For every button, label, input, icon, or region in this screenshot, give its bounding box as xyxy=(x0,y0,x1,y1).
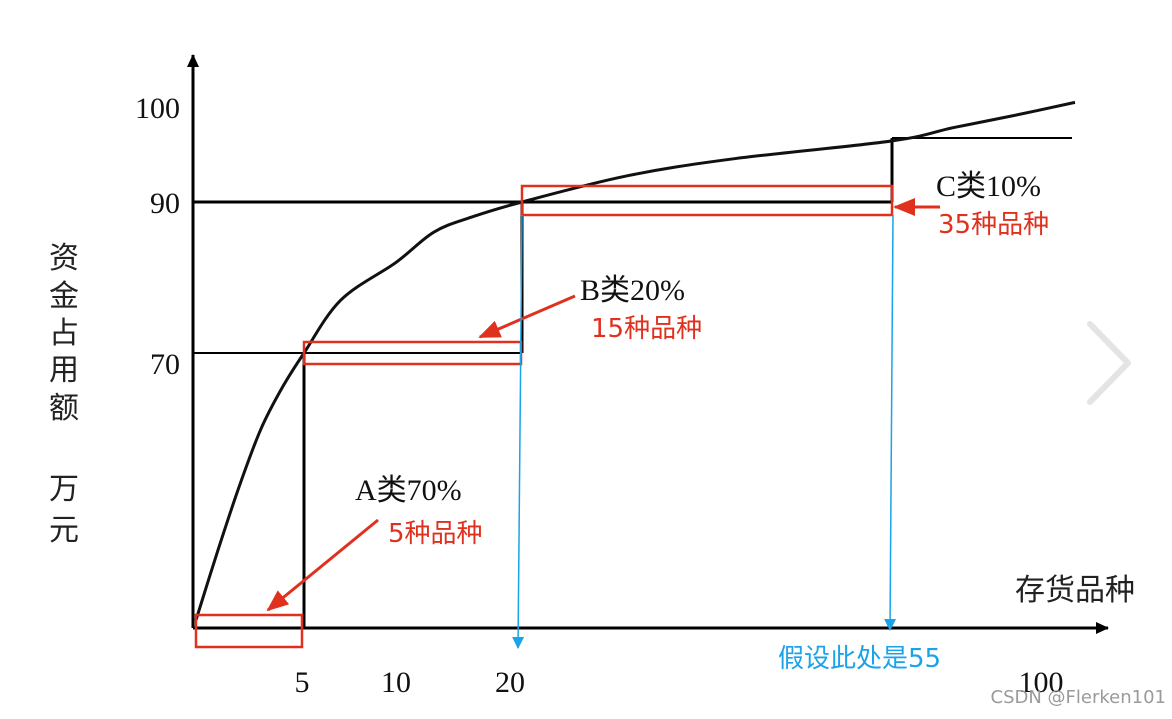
watermark: CSDN @Flerken101 xyxy=(991,687,1167,708)
c-class-box xyxy=(520,184,894,217)
b-class-note: 15种品种 xyxy=(591,314,702,344)
y-tick-70: 70 xyxy=(150,348,180,381)
ylabel-char-1: 资 xyxy=(49,241,79,276)
x-tick-5: 5 xyxy=(295,666,310,699)
x-tick-10: 10 xyxy=(381,666,411,699)
ylabel-char-2: 金 xyxy=(49,279,79,314)
ylabel-char-6: 万 xyxy=(49,472,79,507)
x-tick-100: 100 xyxy=(1019,666,1064,699)
x-axis-label: 存货品种 xyxy=(1015,573,1135,608)
x-tick-20: 20 xyxy=(495,666,525,699)
c-class-note: 35种品种 xyxy=(938,210,1049,240)
cumulative-curve xyxy=(194,100,1076,621)
b-class-arrow xyxy=(478,294,576,339)
a-class-note: 5种品种 xyxy=(388,519,483,549)
a-class-label: A类70% xyxy=(355,474,462,507)
y-tick-100: 100 xyxy=(135,92,180,125)
ylabel-char-7: 元 xyxy=(49,513,79,548)
a-class-arrow xyxy=(266,518,379,612)
ylabel-char-5: 额 xyxy=(49,391,79,426)
a-class-box xyxy=(194,613,304,649)
blue-arrow-20 xyxy=(512,214,525,649)
chevron-right-icon[interactable] xyxy=(1082,318,1142,408)
b-class-label: B类20% xyxy=(580,274,685,307)
c-class-label: C类10% xyxy=(936,170,1041,203)
y-tick-90: 90 xyxy=(150,187,180,220)
assumption-note: 假设此处是55 xyxy=(778,644,941,674)
ylabel-char-4: 用 xyxy=(49,353,79,388)
blue-arrow-55 xyxy=(884,214,897,631)
ylabel-char-3: 占 xyxy=(49,316,79,351)
